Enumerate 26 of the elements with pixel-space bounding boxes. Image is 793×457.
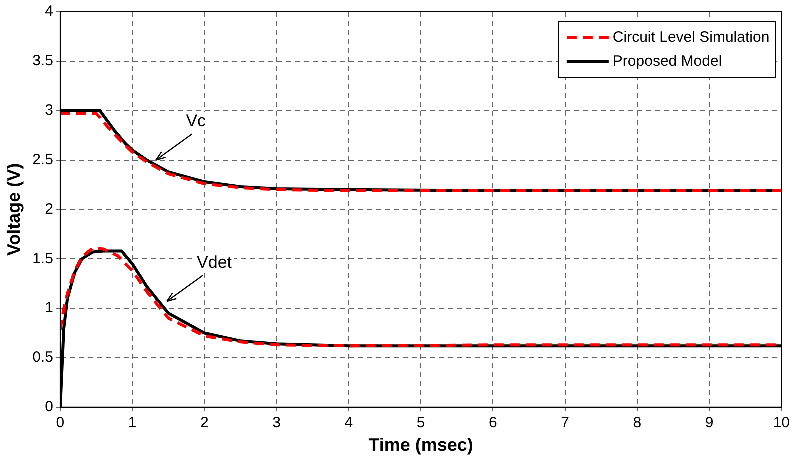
y-tick-label: 3.5 — [32, 52, 54, 70]
x-axis-title: Time (msec) — [368, 435, 474, 456]
x-tick-label: 8 — [633, 414, 642, 432]
x-tick-label: 10 — [773, 414, 790, 432]
y-tick-label: 4 — [45, 3, 54, 20]
y-tick-label: 0.5 — [32, 349, 54, 366]
x-tick-label: 5 — [416, 414, 426, 432]
x-tick-label: 6 — [489, 414, 498, 432]
annotation: Vdet — [197, 252, 232, 272]
x-tick-label: 7 — [561, 414, 570, 432]
x-tick-label: 0 — [56, 414, 65, 432]
x-tick-label: 2 — [200, 414, 209, 432]
x-tick-label: 4 — [344, 414, 354, 432]
y-axis-title: Voltage (V) — [4, 163, 24, 256]
x-tick-label: 9 — [705, 414, 714, 432]
legend-label: Circuit Level Simulation — [612, 29, 770, 46]
x-tick-label: 1 — [128, 414, 137, 432]
legend-label: Proposed Model — [612, 53, 722, 70]
annotation: Vc — [186, 111, 207, 130]
y-tick-label: 1 — [45, 300, 54, 317]
x-tick-label: 3 — [272, 414, 281, 432]
y-tick-label: 2 — [45, 200, 54, 218]
y-tick-label: 2.5 — [32, 151, 54, 168]
y-tick-label: 1.5 — [32, 250, 54, 268]
y-tick-label: 0 — [45, 398, 54, 416]
y-tick-label: 3 — [45, 102, 54, 119]
